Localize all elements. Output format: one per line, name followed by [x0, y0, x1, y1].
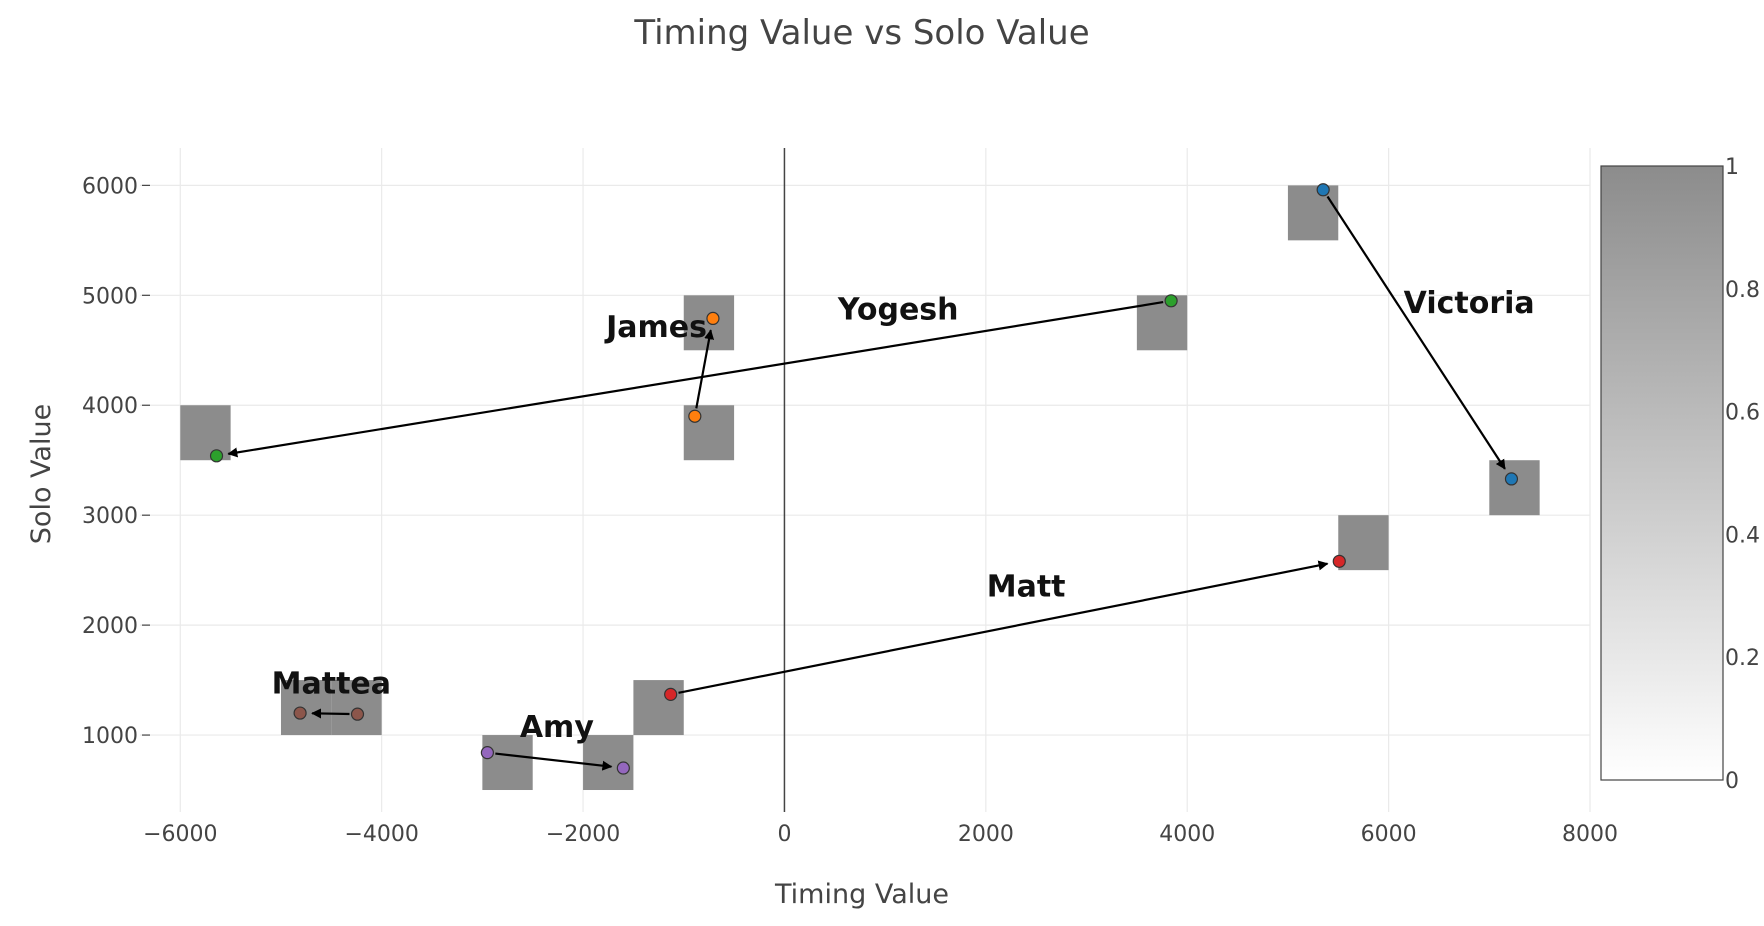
- annotation-labels: Victoria Yogesh James Matt Mattea Amy: [272, 286, 1535, 745]
- point-end-mattea: [293, 706, 307, 720]
- y-tick-label: 5000: [82, 284, 138, 309]
- colorbar-ticks: 0 0.2 0.4 0.6 0.8 1: [1725, 155, 1760, 794]
- arrow-james: [695, 329, 715, 409]
- label-amy: Amy: [520, 710, 594, 745]
- label-yogesh: Yogesh: [837, 292, 959, 327]
- point-start-matt: [664, 687, 678, 701]
- x-tick-label: −2000: [546, 822, 620, 847]
- arrow-victoria: [1326, 195, 1506, 470]
- point-end-amy: [616, 761, 630, 775]
- heatmap-cell: [482, 735, 533, 791]
- point-end-matt: [1332, 554, 1346, 568]
- label-mattea: Mattea: [272, 666, 391, 701]
- point-start-james: [688, 409, 702, 423]
- x-axis-ticks: −6000 −4000 −2000 0 2000 4000 6000 8000: [143, 822, 1618, 847]
- colorbar-gradient: [1600, 165, 1724, 781]
- label-james: James: [604, 310, 707, 345]
- y-tick-label: 2000: [82, 614, 138, 639]
- colorbar-tick-label: 1: [1725, 155, 1739, 180]
- colorbar-tick-label: 0.8: [1725, 278, 1760, 303]
- arrow-amy: [495, 752, 613, 771]
- x-tick-label: 8000: [1562, 822, 1618, 847]
- y-axis-title: Solo Value: [26, 404, 57, 544]
- y-tick-label: 4000: [82, 394, 138, 419]
- point-start-mattea: [350, 707, 365, 721]
- point-start-yogesh: [1164, 294, 1178, 308]
- point-end-james: [706, 311, 720, 325]
- y-tick-label: 3000: [82, 504, 138, 529]
- colorbar-tick-label: 0.2: [1725, 646, 1760, 671]
- heatmap-cell: [1489, 460, 1540, 516]
- arrow-yogesh: [227, 301, 1164, 458]
- label-matt: Matt: [987, 570, 1066, 605]
- x-tick-label: 4000: [1159, 822, 1215, 847]
- heatmap-cell: [1287, 185, 1339, 241]
- x-tick-label: −4000: [344, 822, 418, 847]
- heatmap-cell: [633, 680, 684, 736]
- colorbar-tick-label: 0.4: [1725, 523, 1760, 548]
- colorbar: 0 0.2 0.4 0.6 0.8 1: [1600, 155, 1760, 794]
- point-end-victoria: [1504, 472, 1519, 486]
- x-tick-label: 0: [777, 822, 791, 847]
- data-points: [209, 183, 1519, 775]
- arrow-mattea: [311, 708, 350, 719]
- y-tick-label: 6000: [82, 174, 138, 199]
- arrow-matt: [678, 560, 1329, 694]
- movement-arrows: [227, 195, 1506, 771]
- heatmap-cells: [180, 185, 1540, 791]
- heatmap-cell: [331, 680, 382, 736]
- label-victoria: Victoria: [1404, 286, 1535, 321]
- heatmap-cell: [1338, 515, 1389, 571]
- x-tick-label: −6000: [143, 822, 217, 847]
- heatmap-cell: [1136, 295, 1188, 351]
- x-axis-title: Timing Value: [774, 879, 949, 910]
- point-end-yogesh: [209, 449, 224, 463]
- x-tick-label: 2000: [958, 822, 1014, 847]
- heatmap-cell: [280, 680, 332, 736]
- heatmap-cell: [180, 405, 231, 461]
- x-tick-label: 6000: [1361, 822, 1417, 847]
- y-tick-label: 1000: [82, 724, 138, 749]
- colorbar-tick-label: 0: [1725, 769, 1739, 794]
- point-start-victoria: [1316, 183, 1330, 197]
- point-start-amy: [480, 746, 494, 760]
- colorbar-tick-label: 0.6: [1725, 401, 1760, 426]
- y-axis-ticks: 1000 2000 3000 4000 5000 6000: [82, 174, 150, 749]
- chart-title: Timing Value vs Solo Value: [633, 13, 1089, 53]
